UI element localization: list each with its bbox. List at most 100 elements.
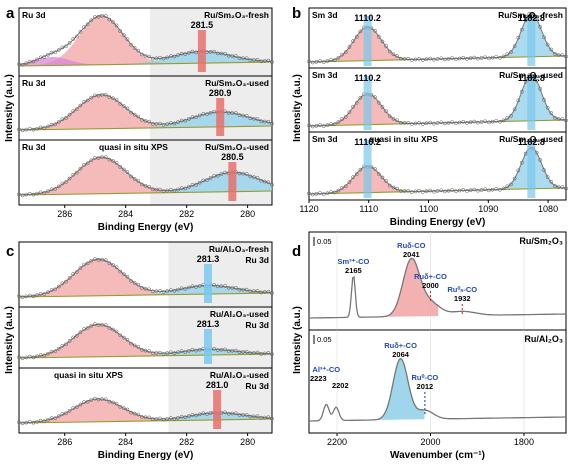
data-point (505, 184, 510, 189)
data-point (183, 118, 188, 123)
data-point (332, 58, 337, 62)
highlight-bar (527, 16, 536, 66)
data-point (187, 50, 191, 55)
x-tick-label: 280 (240, 437, 255, 447)
highlight-bar (363, 76, 372, 130)
method-label: quasi in situ XPS (369, 134, 438, 144)
data-point (520, 89, 524, 94)
y-axis-label: Intensity (a.u.) (292, 306, 303, 374)
data-point (223, 347, 227, 352)
peak-fill (19, 111, 272, 130)
data-point (476, 56, 480, 61)
data-point (74, 107, 79, 112)
data-point (424, 121, 429, 126)
highlight-bar (203, 264, 212, 303)
element-label: Sm 3d (312, 70, 338, 80)
data-point (42, 353, 47, 358)
data-point (325, 191, 330, 196)
data-point (67, 339, 72, 343)
data-point (501, 54, 506, 59)
data-point (262, 59, 267, 63)
data-point (417, 56, 421, 61)
data-point (476, 120, 480, 125)
data-point (215, 284, 220, 289)
data-point (71, 272, 76, 276)
data-point (49, 50, 54, 55)
data-point (262, 119, 267, 124)
band-label: Ruδ+-CO (414, 272, 447, 281)
data-point (505, 116, 510, 120)
data-point (187, 285, 191, 290)
data-point (212, 346, 217, 351)
data-point (150, 121, 155, 126)
data-point (147, 287, 151, 292)
data-point (201, 111, 206, 116)
data-point (358, 167, 363, 172)
peak-fill (19, 259, 272, 297)
data-point (234, 285, 238, 290)
data-point (176, 287, 180, 292)
data-point (183, 286, 188, 291)
highlight-bar (527, 76, 536, 130)
data-point (89, 398, 94, 402)
data-point (176, 120, 180, 124)
data-point (406, 188, 410, 193)
data-point (118, 333, 123, 338)
highlight-bar (216, 98, 225, 136)
data-point (226, 111, 231, 115)
data-point (143, 415, 148, 420)
peak-fill (19, 324, 272, 358)
data-point (465, 121, 469, 125)
data-point (255, 414, 260, 419)
data-point (89, 323, 94, 328)
peak-fill (19, 412, 272, 423)
data-point (402, 121, 407, 125)
data-point (391, 185, 396, 190)
data-point (310, 124, 315, 129)
data-point (468, 56, 473, 61)
x-axis-label: Binding Energy (eV) (98, 222, 194, 233)
band-value: 2012 (417, 382, 434, 391)
data-point (321, 60, 326, 64)
data-point (60, 45, 65, 50)
band-value: 2223 (310, 374, 327, 383)
data-point (318, 191, 322, 195)
panel-letter: c (6, 243, 14, 260)
data-point (154, 122, 159, 126)
data-point (136, 412, 141, 417)
data-point (107, 157, 112, 162)
shaded-region (168, 242, 272, 307)
data-point (307, 59, 311, 64)
data-point (107, 95, 112, 99)
subplot-frame (18, 367, 273, 434)
data-point (125, 106, 130, 111)
data-point (556, 117, 561, 121)
data-point (241, 413, 245, 417)
data-point (53, 349, 57, 354)
data-point (234, 54, 238, 58)
data-point (395, 186, 399, 191)
x-tick-label: 286 (57, 437, 72, 447)
data-point (143, 286, 148, 291)
data-point (147, 119, 151, 124)
band-label: Sm³⁺-CO (337, 257, 369, 266)
data-point (132, 176, 137, 181)
data-point (49, 122, 54, 127)
data-point (154, 56, 159, 61)
data-point (78, 29, 83, 34)
data-point (38, 291, 43, 296)
element-label: Ru 3d (22, 78, 46, 88)
data-point (266, 119, 271, 124)
data-point (24, 61, 29, 66)
data-point (168, 416, 173, 420)
data-point (71, 37, 76, 41)
data-point (248, 351, 253, 356)
data-point (176, 187, 180, 192)
data-point (136, 179, 141, 183)
element-label: Ru 3d (245, 381, 269, 391)
data-point (85, 22, 90, 27)
data-point (140, 117, 144, 122)
data-point (384, 109, 388, 113)
data-point (111, 20, 115, 24)
data-point (435, 57, 440, 61)
